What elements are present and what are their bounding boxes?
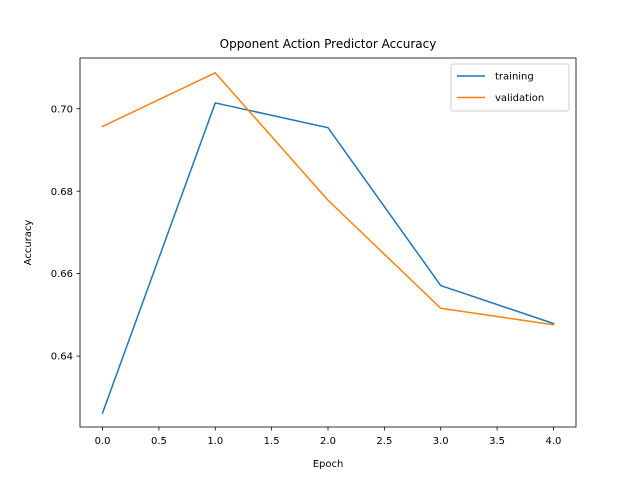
legend: training validation	[450, 63, 570, 112]
y-tick-label: 0.64	[51, 352, 73, 363]
x-axis-ticks: 0.0 0.5 1.0 1.5 2.0 2.5 3.0 3.5 4.0	[95, 427, 562, 447]
y-tick-label: 0.70	[51, 104, 73, 115]
series-line-training	[101, 102, 555, 414]
legend-label-training: training	[495, 72, 534, 83]
x-tick-label: 1.0	[207, 436, 223, 447]
legend-label-validation: validation	[495, 93, 544, 104]
x-tick-label: 4.0	[546, 436, 562, 447]
x-tick-label: 2.0	[320, 436, 336, 447]
x-tick-label: 3.5	[489, 436, 505, 447]
x-axis-label: Epoch	[313, 459, 344, 470]
chart-title: Opponent Action Predictor Accuracy	[220, 37, 437, 51]
y-axis-ticks: 0.64 0.66 0.68 0.70	[51, 104, 80, 363]
plot-area	[101, 72, 555, 414]
y-axis-label: Accuracy	[23, 220, 34, 266]
x-tick-label: 3.0	[433, 436, 449, 447]
series-line-validation	[101, 72, 555, 326]
x-tick-label: 1.5	[264, 436, 280, 447]
x-tick-label: 0.0	[95, 436, 111, 447]
x-tick-label: 0.5	[151, 436, 167, 447]
y-tick-label: 0.66	[51, 269, 73, 280]
x-tick-label: 2.5	[376, 436, 392, 447]
y-tick-label: 0.68	[51, 187, 73, 198]
